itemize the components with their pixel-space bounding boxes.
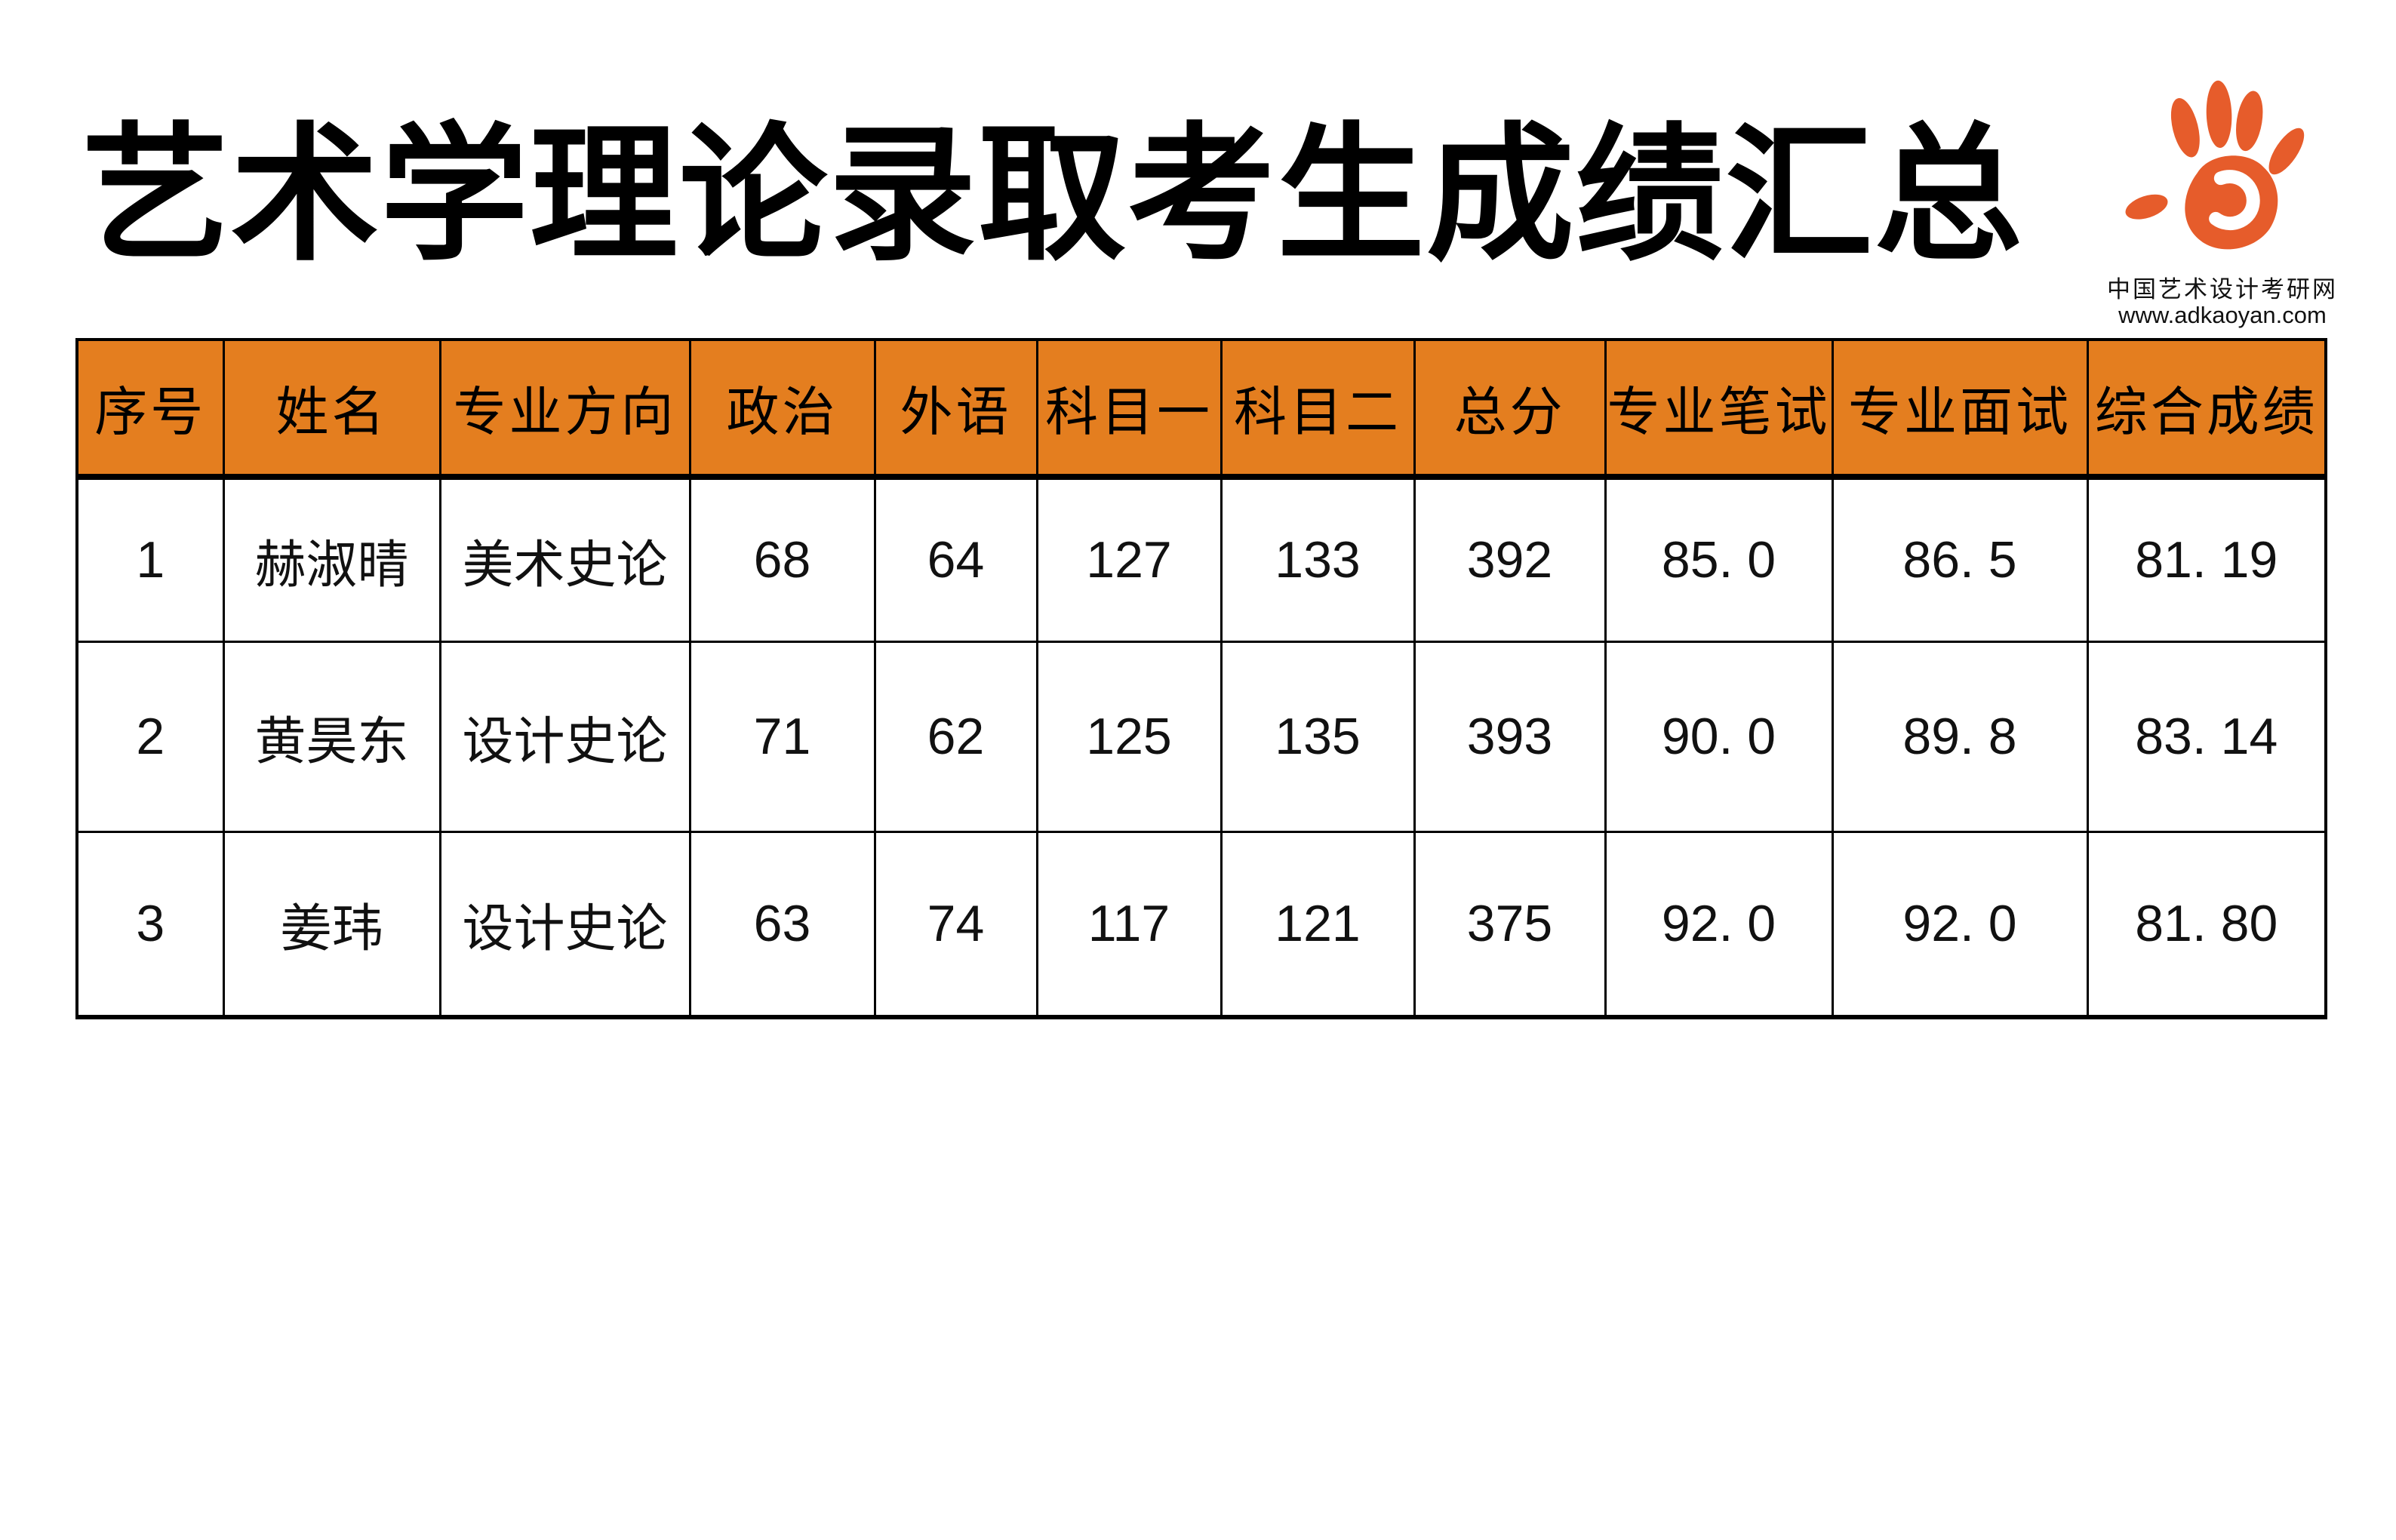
column-header-major: 专业方向 <box>438 338 691 480</box>
handprint-icon <box>2125 80 2305 250</box>
column-header-name: 姓名 <box>222 338 441 480</box>
cell-composite-score: 83. 14 <box>2086 640 2327 833</box>
column-header-written-exam: 专业笔试 <box>1604 338 1834 480</box>
cell-foreign-lang: 74 <box>873 830 1038 1019</box>
cell-politics: 68 <box>688 475 876 643</box>
cell-subject-two: 135 <box>1220 640 1416 833</box>
table-row: 2 黄昊东 设计史论 71 62 125 135 393 90. 0 89. 8… <box>75 640 2327 833</box>
cell-foreign-lang: 64 <box>873 475 1038 643</box>
cell-interview: 89. 8 <box>1831 640 2089 833</box>
logo-site-name: 中国艺术设计考研网 <box>2107 276 2338 303</box>
cell-written-exam: 85. 0 <box>1604 475 1834 643</box>
cell-subject-two: 133 <box>1220 475 1416 643</box>
cell-foreign-lang: 62 <box>873 640 1038 833</box>
cell-name: 黄昊东 <box>222 640 441 833</box>
cell-major: 设计史论 <box>438 640 691 833</box>
column-header-subject-two: 科目二 <box>1220 338 1416 480</box>
cell-subject-one: 117 <box>1035 830 1223 1019</box>
cell-serial: 2 <box>75 640 225 833</box>
cell-interview: 92. 0 <box>1831 830 2089 1019</box>
cell-written-exam: 92. 0 <box>1604 830 1834 1019</box>
table-row: 1 赫淑晴 美术史论 68 64 127 133 392 85. 0 86. 5… <box>75 475 2327 643</box>
column-header-politics: 政治 <box>688 338 876 480</box>
cell-name: 赫淑晴 <box>222 475 441 643</box>
logo-site-url: www.adkaoyan.com <box>2118 301 2327 328</box>
cell-composite-score: 81. 80 <box>2086 830 2327 1019</box>
page-title: 艺术学理论录取考生成绩汇总 <box>82 115 2025 278</box>
column-header-total: 总分 <box>1413 338 1607 480</box>
table-row: 3 姜玮 设计史论 63 74 117 121 375 92. 0 92. 0 … <box>75 830 2327 1019</box>
cell-total: 392 <box>1413 475 1607 643</box>
cell-interview: 86. 5 <box>1831 475 2089 643</box>
column-header-subject-one: 科目一 <box>1035 338 1223 480</box>
site-logo: 中国艺术设计考研网 www.adkaoyan.com <box>2105 75 2339 328</box>
cell-subject-two: 121 <box>1220 830 1416 1019</box>
cell-subject-one: 127 <box>1035 475 1223 643</box>
column-header-interview: 专业面试 <box>1831 338 2089 480</box>
cell-written-exam: 90. 0 <box>1604 640 1834 833</box>
cell-serial: 1 <box>75 475 225 643</box>
cell-politics: 71 <box>688 640 876 833</box>
cell-name: 姜玮 <box>222 830 441 1019</box>
cell-politics: 63 <box>688 830 876 1019</box>
column-header-serial: 序号 <box>75 338 225 480</box>
cell-composite-score: 81. 19 <box>2086 475 2327 643</box>
column-header-composite-score: 综合成绩 <box>2086 338 2327 480</box>
table-header-row: 序号 姓名 专业方向 政治 外语 科目一 科目二 总分 专业笔试 专业面试 综合… <box>75 338 2327 480</box>
cell-serial: 3 <box>75 830 225 1019</box>
column-header-foreign-lang: 外语 <box>873 338 1038 480</box>
cell-major: 美术史论 <box>438 475 691 643</box>
cell-total: 393 <box>1413 640 1607 833</box>
cell-total: 375 <box>1413 830 1607 1019</box>
cell-major: 设计史论 <box>438 830 691 1019</box>
score-table: 序号 姓名 专业方向 政治 外语 科目一 科目二 总分 专业笔试 专业面试 综合… <box>75 338 2327 1019</box>
cell-subject-one: 125 <box>1035 640 1223 833</box>
